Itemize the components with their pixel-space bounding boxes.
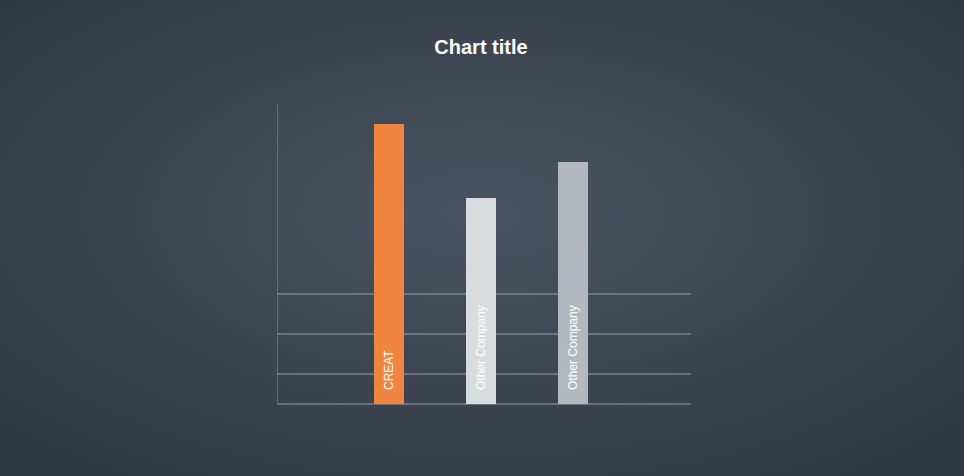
- category-labels: CREAT Other Company Other Company: [382, 305, 580, 390]
- category-label: CREAT: [382, 350, 396, 390]
- category-label: Other Company: [474, 305, 488, 390]
- bar: [466, 198, 496, 404]
- background: [0, 0, 964, 476]
- bars: [374, 124, 588, 404]
- y-axis: [277, 105, 279, 405]
- bar: [558, 162, 588, 404]
- bar: [374, 124, 404, 404]
- chart-root: CREAT Other Company Other Company Chart tit…: [0, 0, 964, 476]
- category-label: Other Company: [566, 305, 580, 390]
- chart-title: Chart title: [434, 36, 527, 58]
- y-axis-line: [277, 105, 278, 405]
- grid: [277, 294, 691, 404]
